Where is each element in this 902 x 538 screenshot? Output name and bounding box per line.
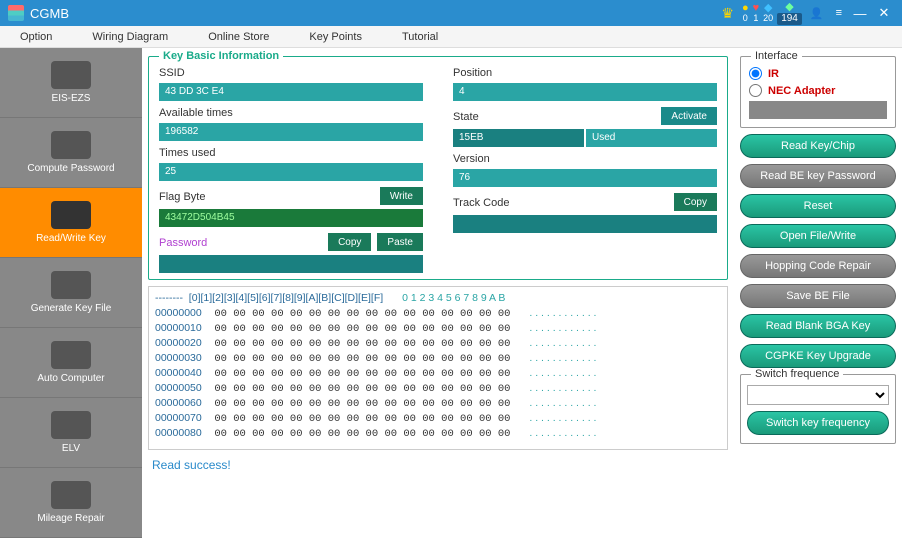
copy-button[interactable]: Copy	[328, 233, 371, 251]
read-blank-bga-button[interactable]: Read Blank BGA Key	[740, 314, 896, 338]
track-label: Track Code	[453, 197, 668, 209]
crown-icon: ♛	[721, 5, 734, 22]
close-button[interactable]: ✕	[874, 5, 894, 21]
password-value	[159, 255, 423, 273]
ecu-icon	[51, 341, 91, 369]
password-label: Password	[159, 237, 322, 249]
open-file-write-button[interactable]: Open File/Write	[740, 224, 896, 248]
right-panel: Interface IR NEC Adapter Read Key/Chip R…	[734, 48, 902, 538]
used-value: 25	[159, 163, 423, 181]
pos-label: Position	[453, 67, 717, 79]
cgpke-upgrade-button[interactable]: CGPKE Key Upgrade	[740, 344, 896, 368]
copy-track-button[interactable]: Copy	[674, 193, 717, 211]
stat-icon: ◆	[785, 2, 793, 13]
app-logo-icon	[8, 5, 24, 21]
hex-dump[interactable]: -------- [0][1][2][3][4][5][6][7][8][9][…	[148, 286, 728, 450]
menu-store[interactable]: Online Store	[208, 31, 269, 43]
ver-value: 76	[453, 169, 717, 187]
track-value	[453, 215, 717, 233]
switch-frequence-box: Switch frequence Switch key frequency	[740, 374, 896, 444]
sidebar: EIS-EZS Compute Password Read/Write Key …	[0, 48, 142, 538]
switch-freq-button[interactable]: Switch key frequency	[747, 411, 889, 435]
content: Key Basic Information SSID 43 DD 3C E4 A…	[142, 48, 734, 538]
sidebar-read-write-key[interactable]: Read/Write Key	[0, 188, 142, 258]
gauge-icon	[51, 481, 91, 509]
state-used: Used	[586, 129, 717, 147]
status-message: Read success!	[152, 458, 728, 472]
activate-button[interactable]: Activate	[661, 107, 717, 125]
ver-label: Version	[453, 153, 717, 165]
titlebar: CGMB ♛ ●0 ♥1 ◆20 ◆194 👤 ≡ — ✕	[0, 0, 902, 26]
user-icon[interactable]: 👤	[810, 7, 824, 20]
pos-value: 4	[453, 83, 717, 101]
freq-select[interactable]	[747, 385, 889, 405]
elv-icon	[51, 411, 91, 439]
interface-nec[interactable]: NEC Adapter	[749, 84, 887, 97]
kbi-legend: Key Basic Information	[159, 50, 283, 62]
sidebar-generate-key-file[interactable]: Generate Key File	[0, 258, 142, 328]
menu-keypoints[interactable]: Key Points	[309, 31, 362, 43]
state-value: 15EB	[453, 129, 584, 147]
avail-label: Available times	[159, 107, 423, 119]
menu-option[interactable]: Option	[20, 31, 52, 43]
avail-value: 196582	[159, 123, 423, 141]
flag-value: 43472D504B45	[159, 209, 423, 227]
flag-label: Flag Byte	[159, 191, 374, 203]
ssid-label: SSID	[159, 67, 423, 79]
sidebar-eis-ezs[interactable]: EIS-EZS	[0, 48, 142, 118]
titlebar-stats: ♛ ●0 ♥1 ◆20 ◆194 👤 ≡ — ✕	[721, 2, 894, 25]
reset-button[interactable]: Reset	[740, 194, 896, 218]
app-title: CGMB	[30, 6, 721, 21]
menu-tutorial[interactable]: Tutorial	[402, 31, 438, 43]
save-be-file-button[interactable]: Save BE File	[740, 284, 896, 308]
sidebar-compute-password[interactable]: Compute Password	[0, 118, 142, 188]
sidebar-mileage-repair[interactable]: Mileage Repair	[0, 468, 142, 538]
interface-box: Interface IR NEC Adapter	[740, 56, 896, 128]
paste-button[interactable]: Paste	[377, 233, 423, 251]
menu-wiring[interactable]: Wiring Diagram	[92, 31, 168, 43]
interface-ir[interactable]: IR	[749, 67, 887, 80]
freq-legend: Switch frequence	[751, 368, 843, 380]
sidebar-auto-computer[interactable]: Auto Computer	[0, 328, 142, 398]
interface-legend: Interface	[751, 50, 802, 62]
key-icon	[51, 201, 91, 229]
sidebar-elv[interactable]: ELV	[0, 398, 142, 468]
eis-icon	[51, 61, 91, 89]
write-button[interactable]: Write	[380, 187, 423, 205]
nec-radio[interactable]	[749, 84, 762, 97]
menubar: Option Wiring Diagram Online Store Key P…	[0, 26, 902, 48]
menu-icon[interactable]: ≡	[836, 7, 842, 19]
read-key-chip-button[interactable]: Read Key/Chip	[740, 134, 896, 158]
ssid-value: 43 DD 3C E4	[159, 83, 423, 101]
compute-icon	[51, 131, 91, 159]
interface-bar	[749, 101, 887, 119]
key-basic-info: Key Basic Information SSID 43 DD 3C E4 A…	[148, 56, 728, 280]
state-label: State	[453, 111, 655, 123]
minimize-button[interactable]: —	[850, 6, 870, 21]
used-label: Times used	[159, 147, 423, 159]
file-icon	[51, 271, 91, 299]
hopping-code-repair-button[interactable]: Hopping Code Repair	[740, 254, 896, 278]
ir-radio[interactable]	[749, 67, 762, 80]
read-be-password-button[interactable]: Read BE key Password	[740, 164, 896, 188]
